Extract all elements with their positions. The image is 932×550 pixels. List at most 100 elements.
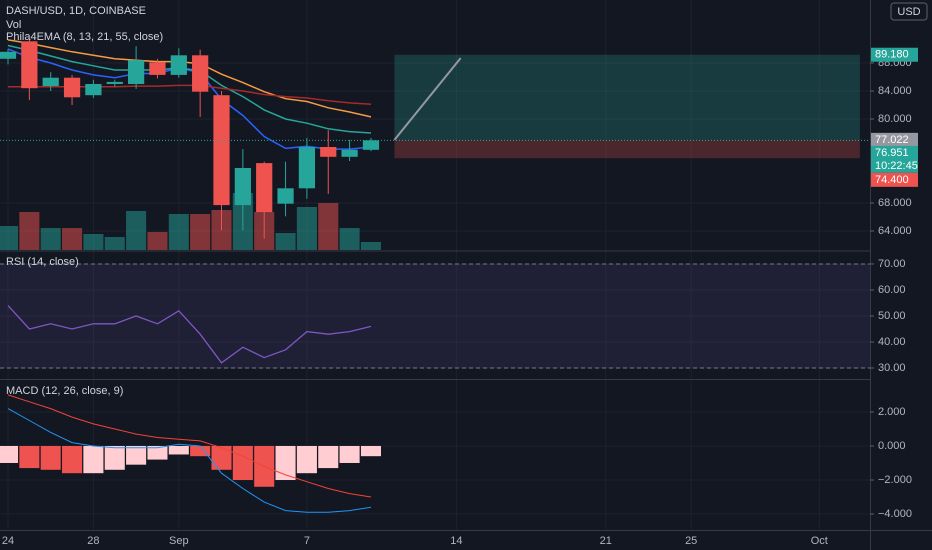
y-tick-label: −2.000 bbox=[878, 474, 912, 486]
profit-zone bbox=[394, 54, 860, 140]
x-tick-label: 21 bbox=[600, 535, 612, 547]
candle-body bbox=[170, 55, 187, 75]
x-tick-label: 24 bbox=[2, 535, 14, 547]
stop-label: 74.400 bbox=[875, 174, 909, 186]
ema-line bbox=[7, 39, 372, 118]
ema-line bbox=[7, 48, 372, 150]
currency-label[interactable]: USD bbox=[897, 6, 920, 18]
y-tick-label: 60.00 bbox=[878, 284, 906, 296]
target-label: 89.180 bbox=[875, 49, 909, 61]
volume-bar bbox=[147, 232, 168, 250]
volume-bar bbox=[19, 212, 40, 250]
macd-histogram-bar bbox=[275, 445, 296, 480]
indicator-legend: Phila4EMA (8, 13, 21, 55, close) bbox=[6, 31, 163, 43]
candle-body bbox=[149, 62, 166, 75]
y-tick-label: 84.000 bbox=[878, 85, 912, 97]
volume-bar bbox=[40, 228, 61, 250]
macd-histogram-bar bbox=[232, 445, 253, 480]
x-tick-label: Sep bbox=[169, 535, 189, 547]
countdown-box bbox=[871, 158, 918, 173]
volume-legend: Vol bbox=[6, 19, 21, 31]
volume-bar bbox=[296, 207, 317, 250]
rsi-band bbox=[0, 263, 870, 368]
candle-body bbox=[213, 95, 230, 206]
candle-body bbox=[42, 77, 59, 87]
candle-body bbox=[234, 168, 251, 206]
candle-body bbox=[21, 41, 38, 89]
macd-histogram-bar bbox=[147, 445, 168, 460]
volume-bar bbox=[360, 242, 381, 250]
macd-histogram-bar bbox=[339, 445, 360, 463]
macd-histogram-bar bbox=[318, 445, 339, 469]
currency-badge[interactable] bbox=[890, 2, 928, 21]
y-tick-label: 2.000 bbox=[878, 406, 906, 418]
last-price-label: 76.951 bbox=[875, 147, 909, 159]
x-tick-label: 14 bbox=[450, 535, 462, 547]
projection-line bbox=[393, 57, 462, 141]
candle-body bbox=[298, 147, 316, 189]
candle-body bbox=[85, 84, 102, 96]
volume-bar bbox=[0, 226, 19, 250]
macd-histogram-bar bbox=[190, 445, 211, 457]
candle-body bbox=[192, 55, 209, 92]
macd-histogram-bar bbox=[296, 445, 317, 474]
volume-bar bbox=[318, 203, 339, 250]
x-tick-label: 28 bbox=[87, 535, 99, 547]
entry-label-box bbox=[871, 132, 918, 147]
macd-histogram-bar bbox=[168, 445, 189, 455]
stop-label-box bbox=[871, 172, 918, 187]
macd-histogram-bar bbox=[211, 445, 232, 470]
volume-bar bbox=[126, 211, 147, 250]
volume-bar bbox=[190, 214, 211, 250]
candle-body bbox=[63, 77, 81, 98]
candle-body bbox=[0, 51, 17, 59]
macd-line bbox=[7, 408, 372, 513]
candle-body bbox=[341, 149, 358, 157]
candle-body bbox=[106, 81, 123, 85]
x-tick-label: Oct bbox=[811, 535, 828, 547]
macd-histogram-bar bbox=[360, 445, 381, 457]
y-tick-label: 64.000 bbox=[878, 225, 912, 237]
y-tick-label: −4.000 bbox=[878, 508, 912, 520]
rsi-legend: RSI (14, close) bbox=[6, 256, 79, 268]
x-tick-label: 25 bbox=[685, 535, 697, 547]
macd-histogram-bar bbox=[83, 445, 104, 474]
volume-bar bbox=[339, 228, 360, 250]
candle-body bbox=[362, 140, 380, 150]
macd-histogram-bar bbox=[126, 445, 147, 465]
symbol-legend: DASH/USD, 1D, COINBASE bbox=[6, 5, 146, 17]
volume-bar bbox=[168, 214, 189, 250]
loss-zone bbox=[394, 139, 860, 159]
x-tick-label: 7 bbox=[304, 535, 310, 547]
countdown: 10:22:45 bbox=[875, 160, 918, 172]
candle-body bbox=[127, 60, 145, 85]
volume-bar bbox=[83, 234, 104, 250]
last-price-label-box bbox=[871, 145, 918, 160]
y-tick-label: 30.00 bbox=[878, 362, 906, 374]
volume-bar bbox=[62, 228, 83, 250]
macd-histogram-bar bbox=[62, 445, 83, 474]
volume-bar bbox=[104, 237, 125, 250]
y-tick-label: 68.000 bbox=[878, 197, 912, 209]
entry-label: 77.022 bbox=[875, 134, 909, 146]
macd-line bbox=[7, 394, 372, 498]
macd-histogram-bar bbox=[19, 445, 40, 469]
y-tick-label: 80.000 bbox=[878, 113, 912, 125]
candle-body bbox=[277, 188, 294, 204]
y-tick-label: 70.00 bbox=[878, 258, 906, 270]
target-label-box bbox=[871, 47, 918, 62]
y-tick-label: 50.00 bbox=[878, 310, 906, 322]
candle-body bbox=[320, 147, 337, 157]
marks bbox=[0, 39, 870, 513]
volume-bar bbox=[275, 233, 296, 250]
y-tick-label: 40.00 bbox=[878, 336, 906, 348]
ema-line bbox=[7, 44, 372, 134]
macd-histogram-bar bbox=[104, 445, 125, 470]
rsi-line bbox=[7, 305, 372, 364]
macd-histogram-bar bbox=[40, 445, 61, 470]
macd-histogram-bar bbox=[0, 445, 19, 463]
candle-body bbox=[256, 163, 273, 213]
y-tick-label: 0.000 bbox=[878, 440, 906, 452]
macd-legend: MACD (12, 26, close, 9) bbox=[6, 385, 123, 397]
